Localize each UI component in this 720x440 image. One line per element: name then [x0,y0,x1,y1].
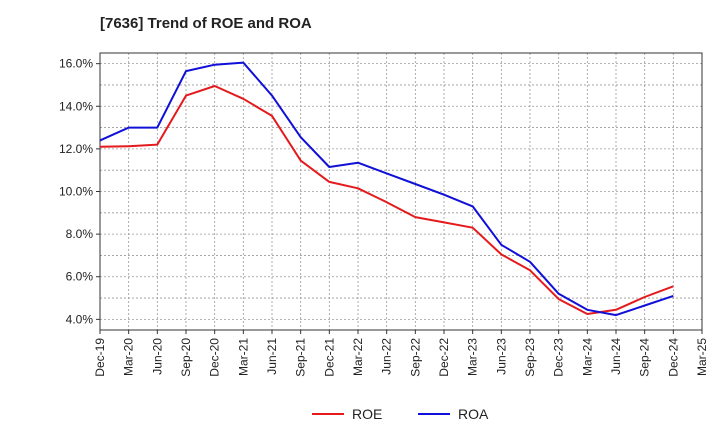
legend-layer: ROE ROA [312,406,489,422]
x-tick-label: Dec-19 [93,338,107,377]
axis-layer: 4.0% 6.0% 8.0% 10.0% 12.0% 14.0% 16.0% Dec-19 Ma… [59,52,709,377]
x-tick-label: Mar-20 [122,338,136,376]
y-tick-label: 4.0% [66,312,94,326]
y-tick-label: 16.0% [59,57,93,71]
x-tick-label: Mar-23 [466,338,480,376]
x-tick-label: Jun-22 [380,338,394,375]
y-tick-label: 8.0% [66,227,94,241]
x-tick-label: Sep-21 [294,338,308,377]
chart-title: [7636] Trend of ROE and ROA [100,15,312,32]
x-tick-label: Jun-20 [150,338,164,375]
x-tick-label: Mar-21 [236,338,250,376]
x-tick-label: Sep-24 [638,338,652,377]
series-line-roe [99,85,674,315]
x-tick-label: Dec-20 [208,338,222,377]
y-tick-label: 14.0% [59,99,93,113]
series-layer [99,61,674,317]
x-tick-label: Jun-24 [609,338,623,375]
x-tick-label: Jun-23 [494,338,508,375]
x-tick-label: Mar-22 [351,338,365,376]
legend-label-roa: ROA [458,406,489,422]
y-tick-label: 12.0% [59,142,93,156]
x-tick-label: Dec-22 [437,338,451,377]
x-tick-label: Sep-22 [408,338,422,377]
series-line-roa [99,61,674,317]
legend-label-roe: ROE [352,406,382,422]
x-tick-label: Sep-23 [523,338,537,377]
y-tick-label: 10.0% [59,185,93,199]
x-tick-label: Jun-21 [265,338,279,375]
x-tick-label: Dec-21 [322,338,336,377]
x-tick-label: Dec-24 [666,338,680,377]
x-tick-label: Dec-23 [552,338,566,377]
x-tick-label: Mar-25 [695,338,709,376]
y-tick-label: 6.0% [66,270,94,284]
grid-layer [100,53,702,330]
x-tick-label: Sep-20 [179,338,193,377]
x-tick-label: Mar-24 [580,338,594,376]
